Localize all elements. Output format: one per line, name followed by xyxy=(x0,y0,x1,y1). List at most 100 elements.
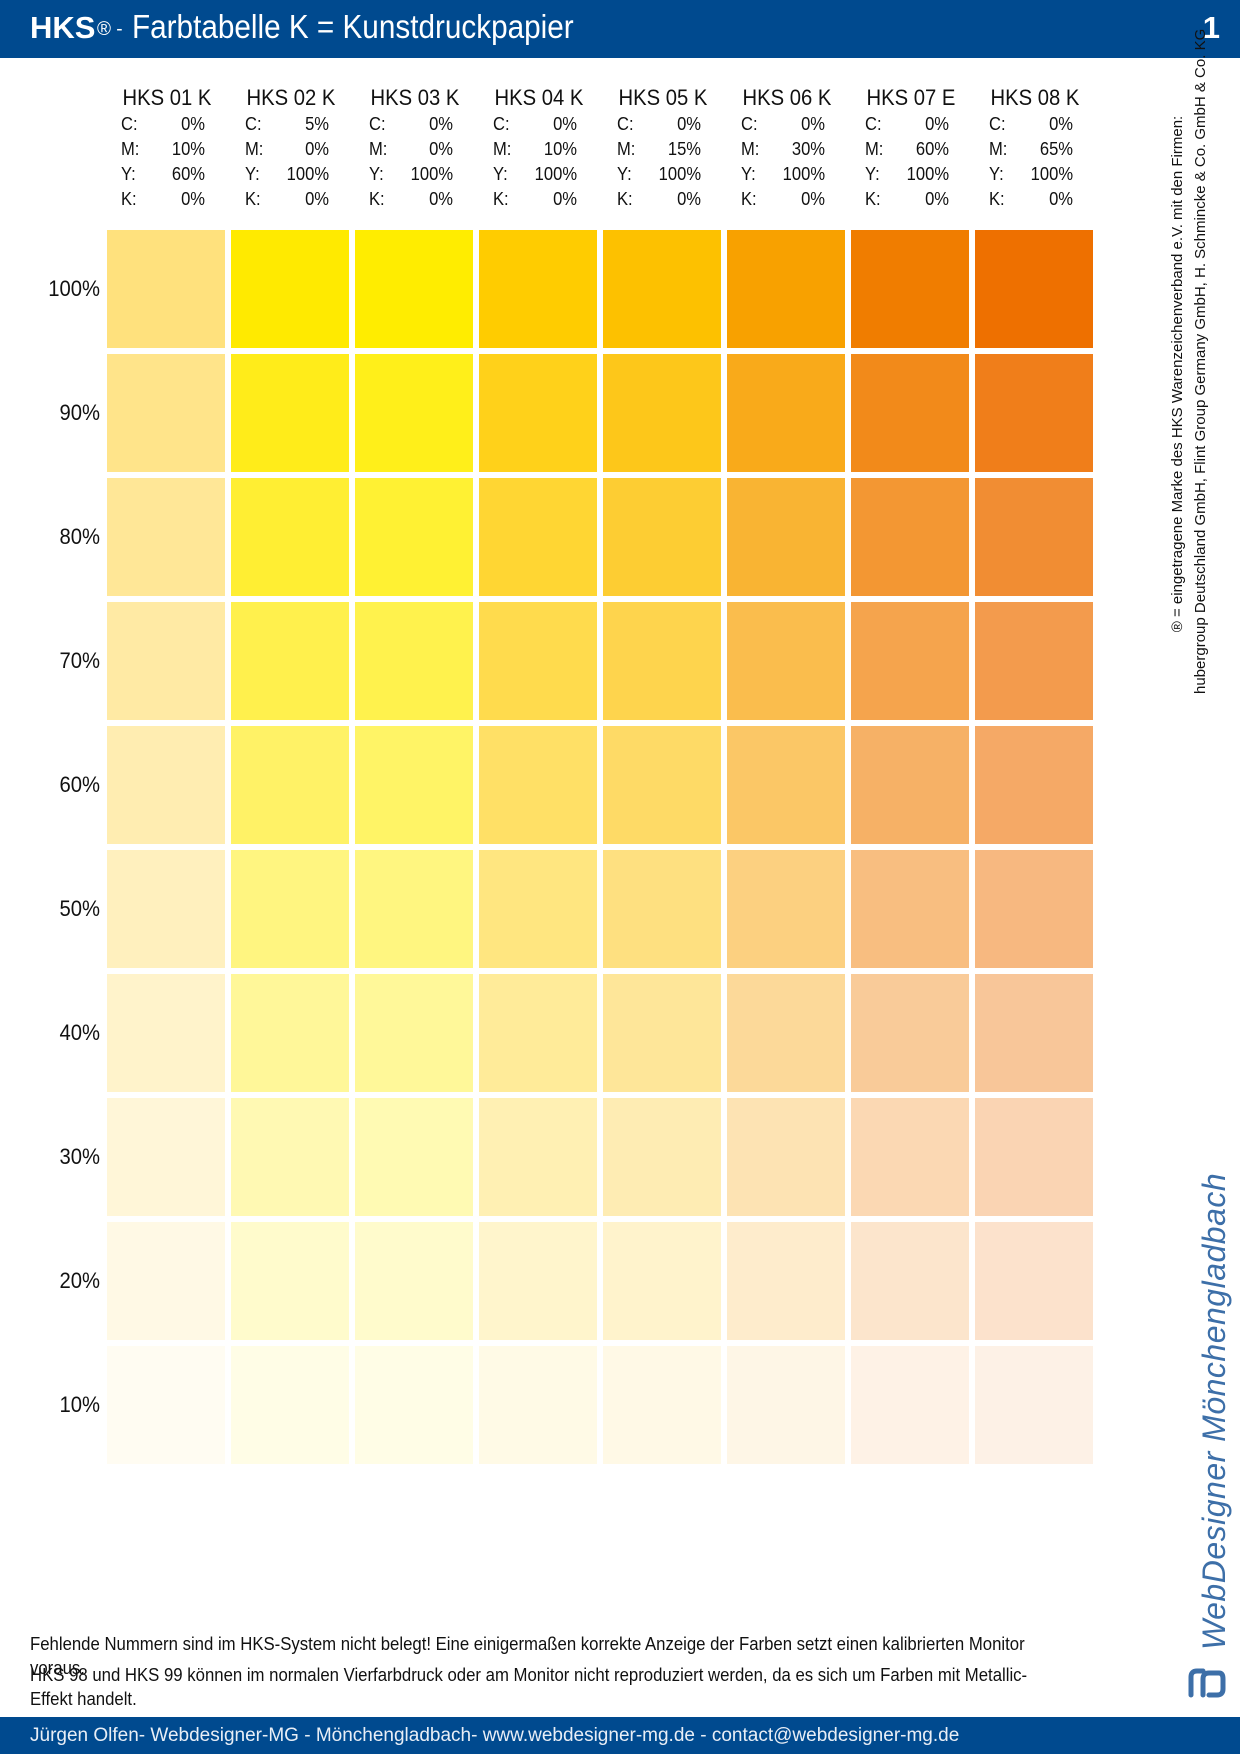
column-header: HKS 08 K C: 0% M: 65% Y: 100% K: 0% xyxy=(975,84,1095,212)
color-swatch xyxy=(231,1222,349,1340)
color-swatch xyxy=(851,726,969,844)
cmyk-value: 0% xyxy=(305,139,329,159)
cmyk-value-row: C: 5% xyxy=(231,112,351,137)
cmyk-value-row: Y: 100% xyxy=(231,162,351,187)
color-swatch xyxy=(975,230,1093,348)
color-swatch xyxy=(479,478,597,596)
cmyk-label: Y: xyxy=(865,164,880,184)
cmyk-value: 0% xyxy=(553,114,577,134)
cmyk-value-row: Y: 100% xyxy=(479,162,599,187)
color-swatch xyxy=(603,1222,721,1340)
cmyk-value: 5% xyxy=(305,114,329,134)
cmyk-label: M: xyxy=(245,139,264,159)
color-name: HKS 08 K xyxy=(990,85,1080,110)
color-swatch xyxy=(479,974,597,1092)
cmyk-label: C: xyxy=(369,114,386,134)
cmyk-value-row: Y: 100% xyxy=(975,162,1095,187)
cmyk-label: M: xyxy=(121,139,140,159)
color-swatch xyxy=(107,602,225,720)
color-swatch xyxy=(975,726,1093,844)
color-swatch xyxy=(479,230,597,348)
color-swatch xyxy=(727,230,845,348)
color-swatch xyxy=(355,1098,473,1216)
color-swatch xyxy=(355,850,473,968)
cmyk-value: 60% xyxy=(915,139,949,159)
color-swatch xyxy=(479,602,597,720)
color-name: HKS 03 K xyxy=(370,85,460,110)
color-swatch xyxy=(975,478,1093,596)
cmyk-label: M: xyxy=(989,139,1008,159)
cmyk-value-row: Y: 100% xyxy=(355,162,475,187)
cmyk-value-row: K: 0% xyxy=(231,187,351,212)
cmyk-value-row: C: 0% xyxy=(975,112,1095,137)
color-swatch xyxy=(727,726,845,844)
color-swatch xyxy=(479,354,597,472)
cmyk-label: M: xyxy=(617,139,636,159)
cmyk-value: 0% xyxy=(801,114,825,134)
tint-label: 50% xyxy=(59,896,100,921)
color-swatch xyxy=(107,1346,225,1464)
color-swatch xyxy=(231,850,349,968)
color-swatch xyxy=(603,1098,721,1216)
color-swatch xyxy=(603,726,721,844)
cmyk-value-row: C: 0% xyxy=(107,112,227,137)
cmyk-value: 0% xyxy=(429,114,453,134)
cmyk-label: K: xyxy=(493,189,509,209)
tint-label: 70% xyxy=(59,648,100,673)
cmyk-value-row: K: 0% xyxy=(107,187,227,212)
color-swatch xyxy=(975,602,1093,720)
color-swatch xyxy=(107,478,225,596)
cmyk-label: Y: xyxy=(121,164,136,184)
color-swatch xyxy=(107,354,225,472)
color-swatch xyxy=(355,1346,473,1464)
color-swatch xyxy=(727,602,845,720)
column-header: HKS 01 K C: 0% M: 10% Y: 60% K: 0% xyxy=(107,84,227,212)
cmyk-label: M: xyxy=(741,139,760,159)
column-header: HKS 07 E C: 0% M: 60% Y: 100% K: 0% xyxy=(851,84,971,212)
tint-label: 20% xyxy=(59,1268,100,1293)
cmyk-label: M: xyxy=(369,139,388,159)
cmyk-value: 0% xyxy=(553,189,577,209)
cmyk-value: 60% xyxy=(171,164,205,184)
color-swatch xyxy=(851,1346,969,1464)
tint-label: 30% xyxy=(59,1144,100,1169)
color-swatch xyxy=(231,974,349,1092)
cmyk-value: 0% xyxy=(1049,189,1073,209)
color-name: HKS 01 K xyxy=(122,85,212,110)
cmyk-value-row: K: 0% xyxy=(975,187,1095,212)
color-swatch xyxy=(727,974,845,1092)
column-header: HKS 03 K C: 0% M: 0% Y: 100% K: 0% xyxy=(355,84,475,212)
cmyk-value-row: C: 0% xyxy=(727,112,847,137)
color-swatch xyxy=(975,1098,1093,1216)
cmyk-label: Y: xyxy=(989,164,1004,184)
color-swatch xyxy=(851,354,969,472)
color-swatch xyxy=(603,478,721,596)
cmyk-label: C: xyxy=(741,114,758,134)
cmyk-label: C: xyxy=(989,114,1006,134)
color-swatch xyxy=(107,726,225,844)
cmyk-value: 100% xyxy=(658,164,701,184)
cmyk-label: K: xyxy=(369,189,385,209)
color-swatch xyxy=(727,354,845,472)
cmyk-value: 0% xyxy=(677,189,701,209)
color-swatch xyxy=(355,230,473,348)
trademark-note: ® = eingetragene Marke des HKS Warenzeic… xyxy=(1166,28,1212,694)
color-swatch xyxy=(231,354,349,472)
cmyk-value: 100% xyxy=(1030,164,1073,184)
color-swatch xyxy=(231,602,349,720)
color-swatch xyxy=(355,478,473,596)
note-metallic: HKS 98 und HKS 99 können im normalen Vie… xyxy=(30,1665,1028,1709)
cmyk-label: Y: xyxy=(741,164,756,184)
logo-text: WebDesigner Mönchengladbach xyxy=(1196,1172,1232,1650)
trademark-note-line2: hubergroup Deutschland GmbH, Flint Group… xyxy=(1192,28,1209,694)
cmyk-value-row: C: 0% xyxy=(851,112,971,137)
color-swatch xyxy=(727,1346,845,1464)
tint-label: 90% xyxy=(59,400,100,425)
tint-label: 80% xyxy=(59,524,100,549)
cmyk-value-row: K: 0% xyxy=(727,187,847,212)
color-swatch xyxy=(603,1346,721,1464)
cmyk-value: 100% xyxy=(410,164,453,184)
cmyk-label: C: xyxy=(865,114,882,134)
page-footer: Jürgen Olfen- Webdesigner-MG - Mönchengl… xyxy=(0,1717,1240,1754)
color-swatch xyxy=(231,1098,349,1216)
